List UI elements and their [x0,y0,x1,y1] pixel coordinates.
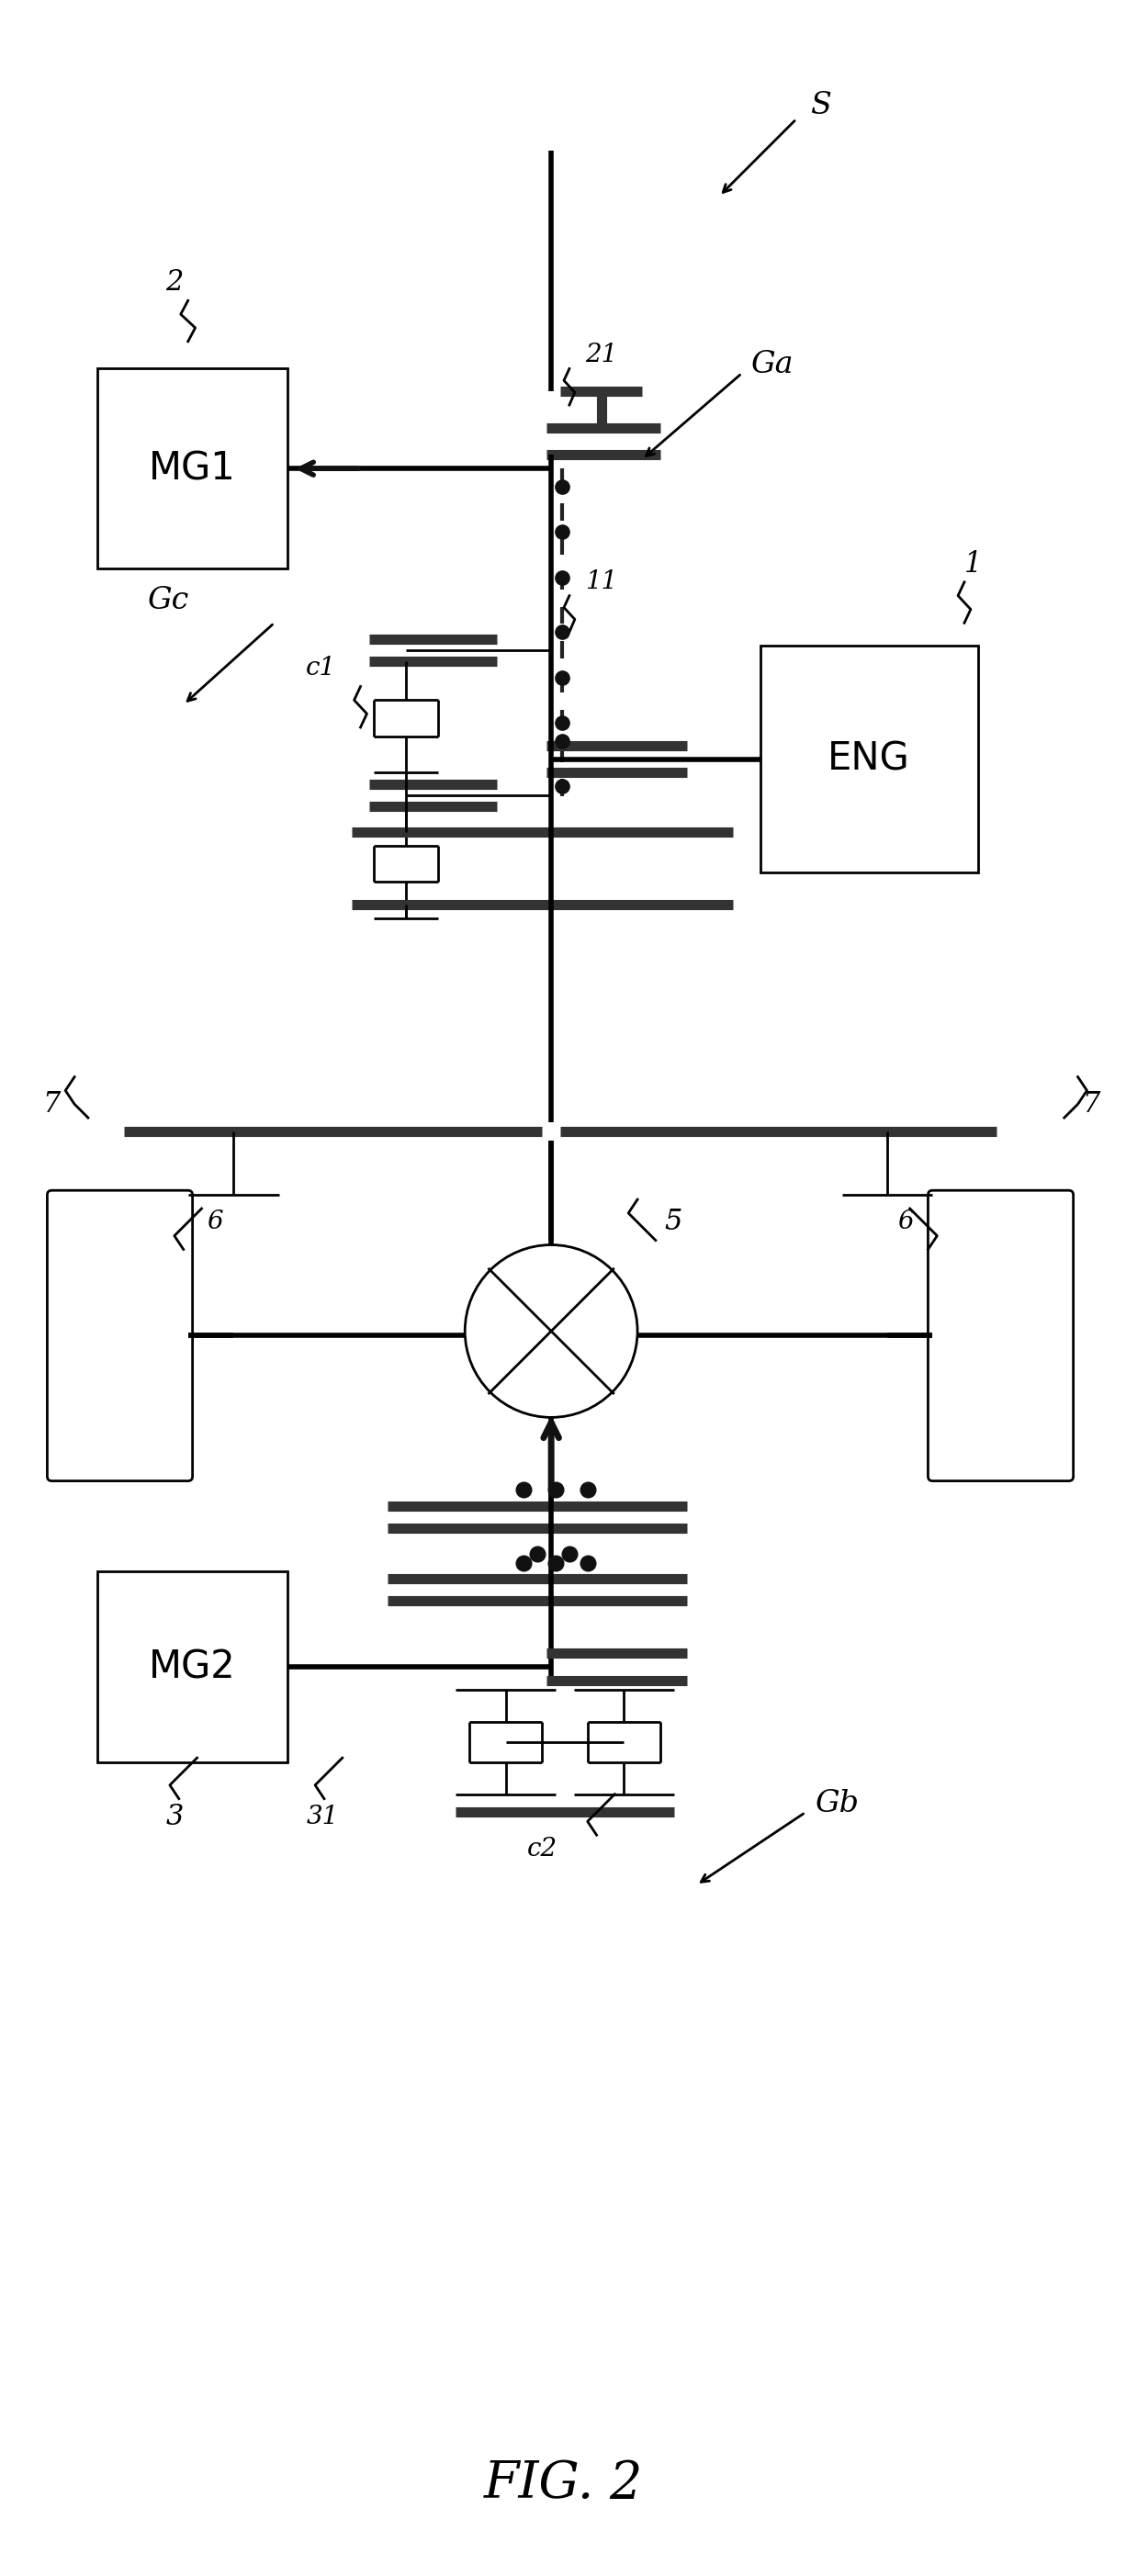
Text: 6: 6 [897,1211,913,1234]
Text: 6: 6 [207,1211,223,1234]
Text: ENG: ENG [828,739,910,778]
Text: FIG. 2: FIG. 2 [483,2460,643,2509]
Text: 2: 2 [166,268,184,296]
Text: 7: 7 [43,1090,61,1118]
Text: 1: 1 [965,549,982,577]
Text: Gc: Gc [148,585,189,616]
Bar [97,1571,288,1762]
Text: c1: c1 [306,657,337,680]
Text: MG2: MG2 [149,1649,236,1687]
Bar [97,368,288,569]
Text: c2: c2 [527,1837,557,1860]
Text: Ga: Ga [751,350,794,379]
Bar [760,647,978,873]
Text: 31: 31 [306,1803,339,1829]
Text: 21: 21 [584,343,617,368]
Text: 11: 11 [584,569,617,595]
Text: S: S [810,90,831,121]
Text: 5: 5 [664,1208,682,1236]
Text: 7: 7 [1082,1090,1100,1118]
Text: Gb: Gb [814,1788,859,1819]
Text: 3: 3 [166,1803,184,1832]
Text: MG1: MG1 [149,448,236,487]
